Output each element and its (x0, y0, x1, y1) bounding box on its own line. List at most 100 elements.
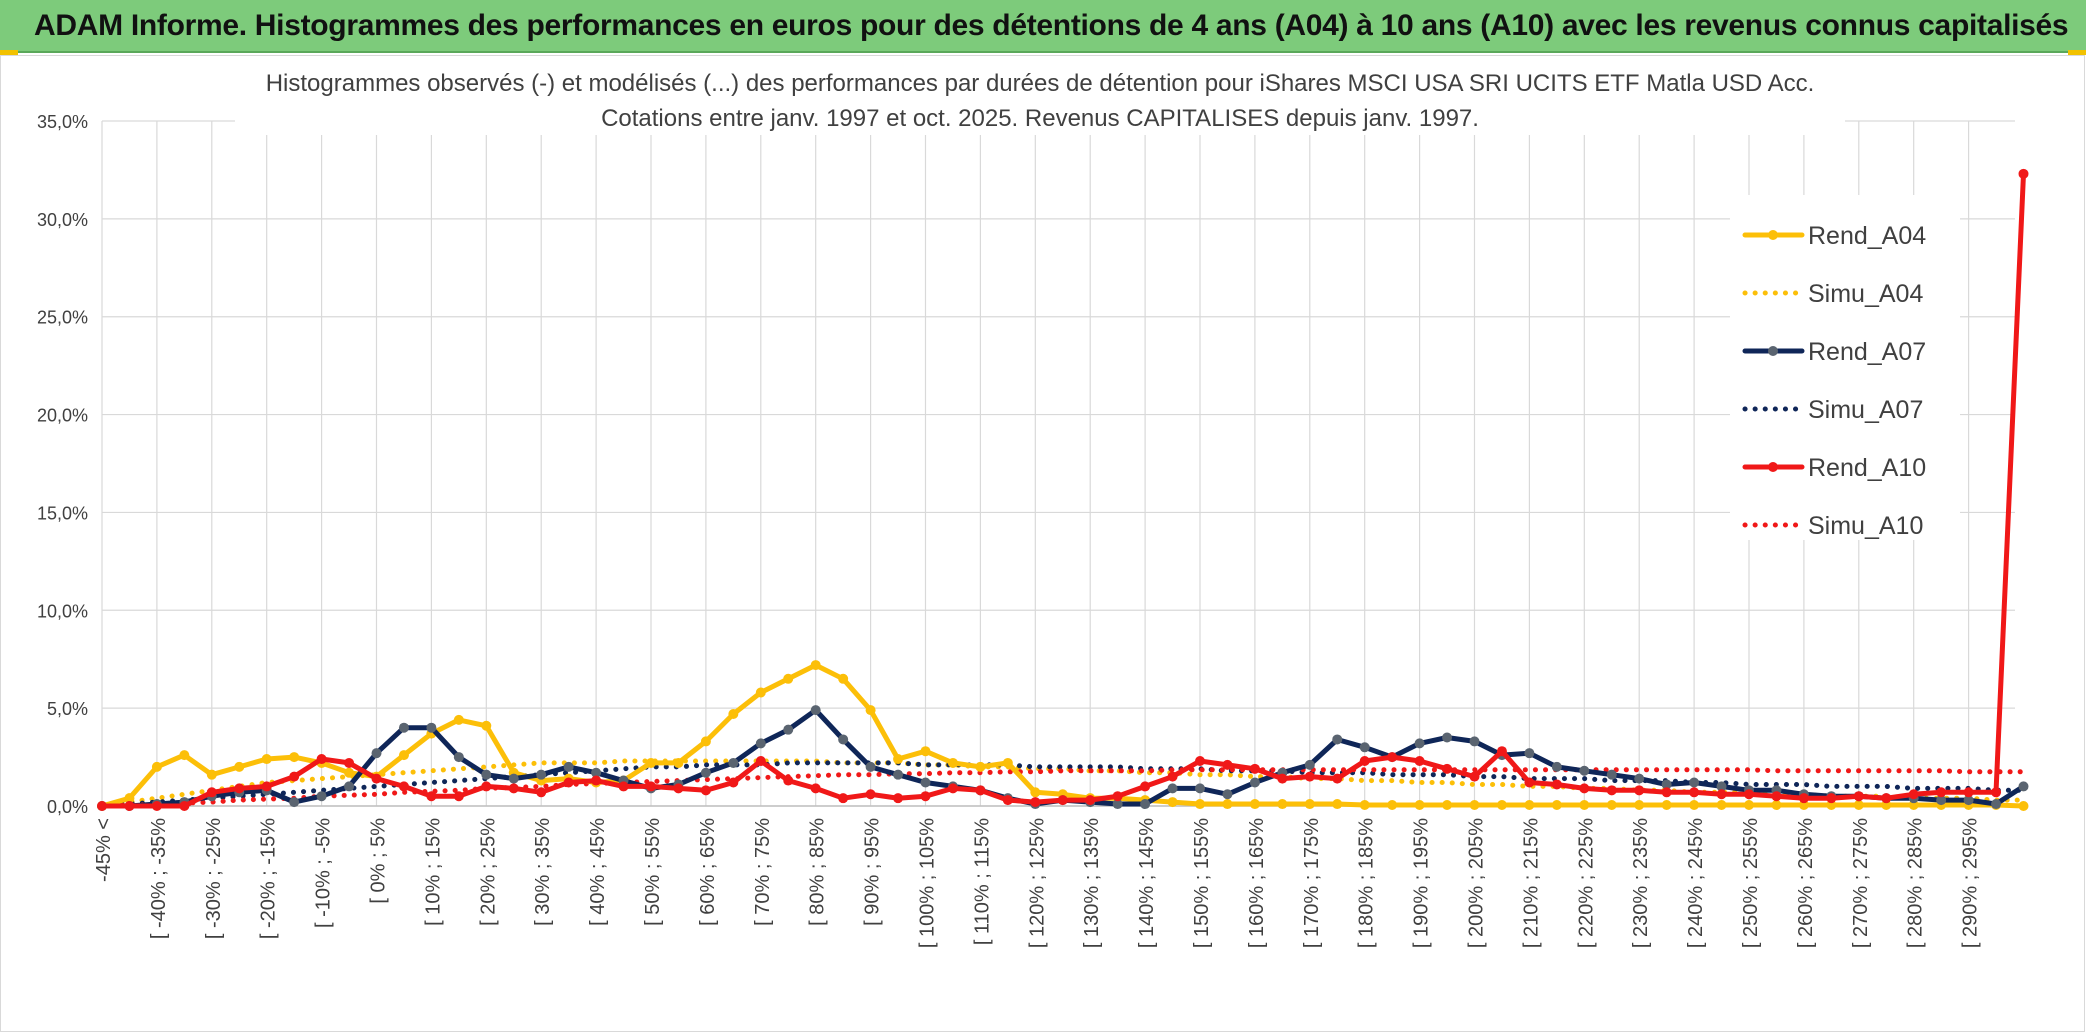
x-tick-label: [ 60% ; 65% (697, 818, 719, 926)
point-Rend_A10 (1085, 795, 1096, 806)
x-tick-label: [ 150% ; 155% (1191, 818, 1213, 948)
series-line-Simu_A10 (99, 767, 2026, 809)
x-tick-label: [ 240% ; 245% (1685, 818, 1707, 948)
x-tick-label: [ 270% ; 275% (1850, 818, 1872, 948)
header-banner: ADAM Informe. Histogrammes des performan… (0, 0, 2086, 53)
point-Rend_A04 (673, 757, 684, 768)
point-Rend_A10 (97, 801, 107, 811)
x-tick-label: [ 220% ; 225% (1575, 818, 1597, 948)
point-Rend_A10 (316, 754, 327, 765)
x-tick-label: [ 0% ; 5% (368, 818, 390, 904)
point-Rend_A04 (124, 793, 135, 804)
point-Rend_A10 (1002, 795, 1013, 806)
point-Rend_A10 (1195, 755, 1205, 766)
point-Rend_A07 (1991, 799, 2002, 810)
point-Rend_A04 (1387, 800, 1398, 811)
point-Rend_A04 (1469, 800, 1480, 811)
y-tick-label: 35,0% (37, 112, 88, 132)
series-Simu_A10 (99, 767, 2026, 809)
x-tick-label: [ -10% ; -5% (313, 818, 335, 928)
point-Rend_A04 (1771, 800, 1782, 811)
legend-label: Simu_A10 (1808, 512, 1923, 540)
x-tick-label: [ 160% ; 165% (1246, 818, 1268, 948)
point-Rend_A07 (536, 769, 547, 780)
y-tick-label: 30,0% (37, 210, 88, 230)
point-Rend_A07 (1414, 738, 1425, 749)
point-Rend_A07 (1689, 777, 1700, 788)
x-tick-label: [ 190% ; 195% (1411, 818, 1433, 948)
point-Rend_A10 (700, 785, 711, 796)
x-tick-label: [ 280% ; 285% (1905, 818, 1927, 948)
point-Rend_A10 (1469, 771, 1480, 782)
x-tick-label: [ 100% ; 105% (917, 818, 939, 948)
point-Rend_A07 (481, 769, 492, 780)
x-tick-label: [ 90% ; 95% (862, 818, 884, 926)
point-Rend_A04 (2018, 801, 2029, 811)
point-Rend_A04 (1744, 800, 1754, 811)
legend-label: Simu_A07 (1808, 396, 1923, 424)
point-Rend_A04 (1881, 800, 1892, 811)
x-tick-label: [ 250% ; 255% (1740, 818, 1762, 948)
point-Rend_A04 (261, 754, 272, 765)
y-axis: 0,0% 5,0% 10,0% 15,0% 20,0% 25,0% 30,0% 35,0% (37, 112, 88, 817)
corner-mark-left (0, 50, 18, 55)
legend-label: Rend_A07 (1808, 338, 1926, 366)
point-Rend_A10 (261, 781, 272, 792)
series-Rend_A10 (97, 168, 2029, 811)
point-Rend_A10 (838, 793, 849, 804)
x-axis: -45% < [ -40% ; -35% [ -30% ; -25% [ -20% ;… (93, 818, 1982, 948)
title-backdrop (235, 59, 1845, 135)
point-Rend_A10 (1524, 777, 1535, 788)
point-Rend_A07 (453, 752, 464, 763)
point-Rend_A04 (179, 750, 190, 761)
point-Rend_A10 (289, 771, 300, 782)
point-Rend_A07 (1936, 795, 1947, 806)
point-Rend_A04 (700, 736, 711, 747)
point-Rend_A10 (1908, 789, 1919, 800)
point-Rend_A07 (1661, 779, 1672, 790)
legend-entry-Simu_A04: Simu_A04 (1742, 280, 1923, 308)
point-Rend_A10 (1304, 771, 1315, 782)
point-Rend_A04 (1249, 799, 1260, 810)
point-Rend_A10 (1606, 785, 1617, 796)
point-Rend_A10 (1853, 791, 1864, 802)
point-Rend_A04 (1359, 800, 1370, 811)
point-Rend_A07 (344, 781, 355, 792)
point-Rend_A04 (1277, 799, 1288, 810)
point-Rend_A10 (673, 783, 684, 794)
point-Rend_A07 (371, 748, 382, 759)
legend: Rend_A04 Simu_A04 Rend_A07 Simu_A07 Rend_A10… (1730, 195, 1960, 540)
legend-box (1730, 195, 1960, 540)
point-Rend_A10 (1744, 789, 1754, 800)
point-Rend_A07 (1963, 795, 1974, 806)
point-Rend_A10 (1414, 755, 1425, 766)
point-Rend_A10 (151, 801, 162, 811)
series (97, 168, 2029, 811)
point-Rend_A04 (1002, 757, 1013, 768)
y-tick-label: 25,0% (37, 308, 88, 328)
point-Rend_A10 (865, 789, 876, 800)
point-Rend_A10 (1496, 746, 1507, 757)
x-tick-label: [ 30% ; 35% (532, 818, 554, 926)
point-Rend_A07 (1304, 759, 1315, 770)
point-Rend_A04 (206, 769, 217, 780)
point-Rend_A04 (1689, 800, 1700, 811)
point-Rend_A10 (810, 783, 821, 794)
x-tick-label: [ 110% ; 115% (971, 818, 993, 945)
point-Rend_A10 (234, 783, 245, 794)
point-Rend_A04 (1414, 800, 1425, 811)
point-Rend_A07 (1524, 748, 1535, 759)
point-Rend_A07 (563, 761, 574, 772)
point-Rend_A04 (755, 687, 766, 698)
point-Rend_A07 (508, 773, 519, 784)
point-Rend_A10 (453, 791, 464, 802)
point-Rend_A10 (508, 783, 519, 794)
x-tick-label: [ 20% ; 25% (477, 818, 499, 926)
point-Rend_A10 (1991, 787, 2002, 798)
point-Rend_A04 (234, 761, 245, 772)
legend-label: Simu_A04 (1808, 280, 1923, 308)
point-Rend_A04 (1606, 800, 1617, 811)
point-Rend_A04 (728, 709, 739, 720)
y-tick-label: 15,0% (37, 503, 88, 523)
legend-marker (1768, 346, 1778, 356)
